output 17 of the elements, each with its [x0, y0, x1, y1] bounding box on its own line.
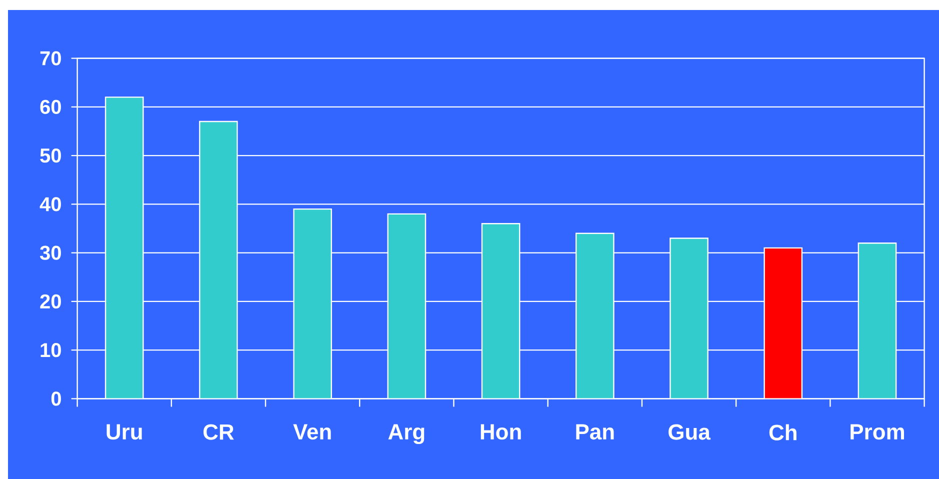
x-tick-label: Prom [850, 424, 904, 440]
x-tick-label: Pan [576, 424, 614, 440]
y-tick-label: 20 [40, 294, 61, 309]
x-tick-label: CR [203, 424, 234, 440]
y-tick-label: 70 [40, 51, 61, 66]
x-tick-label: Arg [388, 424, 424, 444]
y-tick-label: 30 [40, 246, 61, 260]
y-tick-label: 60 [40, 100, 61, 114]
y-tick-label: 40 [40, 197, 61, 212]
x-tick-label: Ch [769, 424, 796, 440]
x-tick-label: Ven [293, 424, 331, 440]
y-tick-label: 50 [40, 148, 61, 163]
y-tick-label: 10 [40, 343, 61, 358]
x-tick-label: Uru [106, 424, 142, 440]
y-tick-label: 0 [51, 392, 61, 406]
x-tick-label: Hon [480, 424, 521, 440]
x-tick-label: Gua [668, 424, 711, 440]
